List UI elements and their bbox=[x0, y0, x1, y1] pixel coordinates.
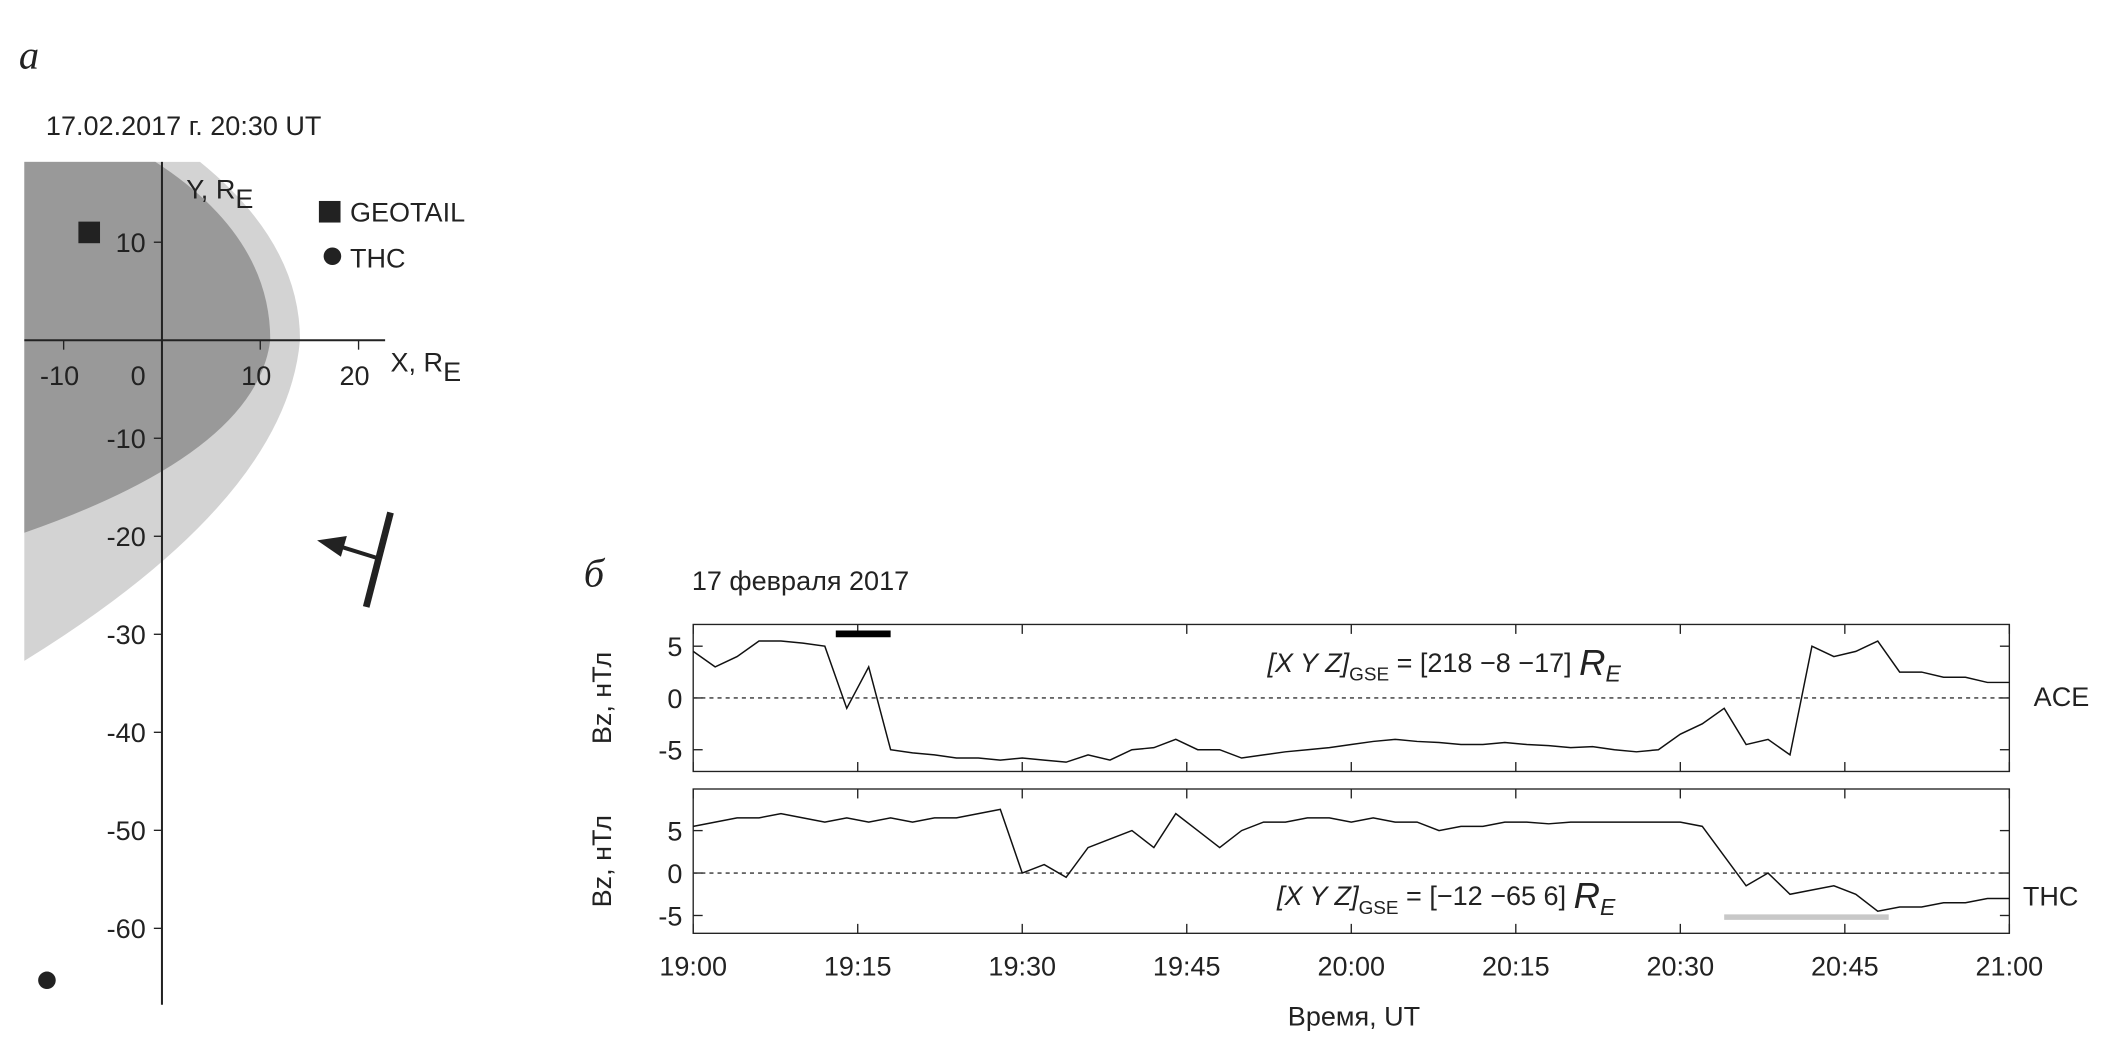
x-tick-label: 19:00 bbox=[659, 952, 727, 982]
y-axis-label-text: Y, R bbox=[186, 175, 235, 205]
annotation-unit-sub: E bbox=[1600, 894, 1616, 920]
y-tick-label: -40 bbox=[107, 718, 146, 748]
annotation-sub: GSE bbox=[1359, 898, 1399, 919]
y-tick-label: 5 bbox=[667, 632, 682, 662]
annotation: [X Y Z]GSE = [218 −8 −17] RE bbox=[1267, 642, 1622, 687]
plot-frame bbox=[692, 788, 2011, 934]
x-tick-label: 20:30 bbox=[1646, 952, 1714, 982]
x-tick-label: 20:45 bbox=[1811, 952, 1879, 982]
series-label: ACE bbox=[2034, 682, 2090, 712]
y-tick-label: -30 bbox=[107, 620, 146, 650]
legend-label: GEOTAIL bbox=[350, 198, 465, 228]
annotation-part: [X Y Z] bbox=[1267, 648, 1351, 678]
x-tick-label: 20 bbox=[339, 361, 369, 391]
annotation-unit: R bbox=[1579, 642, 1605, 683]
point bbox=[78, 221, 101, 244]
y-tick-label: 5 bbox=[667, 816, 682, 846]
y-axis-label-sub: E bbox=[235, 184, 253, 214]
data-line bbox=[692, 640, 2010, 763]
y-tick-label: -60 bbox=[107, 914, 146, 944]
x-tick-label: 20:00 bbox=[1317, 952, 1385, 982]
title: 17.02.2017 г. 20:30 UT bbox=[46, 111, 322, 141]
legend-swatch bbox=[318, 200, 341, 223]
x-tick-label: 19:15 bbox=[824, 952, 892, 982]
annotation-unit-sub: E bbox=[1606, 661, 1622, 687]
y-tick-label: -20 bbox=[107, 522, 146, 552]
x-tick-label: 20:15 bbox=[1482, 952, 1550, 982]
x-tick-label: 10 bbox=[241, 361, 271, 391]
y-tick-label: -10 bbox=[107, 424, 146, 454]
y-tick-label: 0 bbox=[667, 684, 682, 714]
y-tick-label: -50 bbox=[107, 816, 146, 846]
title: 17 февраля 2017 bbox=[692, 566, 909, 596]
annotation: [X Y Z]GSE = [−12 −65 6] RE bbox=[1276, 875, 1616, 920]
x-axis-label: X, RE bbox=[391, 348, 462, 387]
y-tick-label: -5 bbox=[658, 901, 682, 931]
x-tick-label: 0 bbox=[131, 361, 146, 391]
x-axis-label-sub: E bbox=[443, 357, 461, 387]
series-label: THC bbox=[2023, 881, 2079, 911]
y-tick-label: 10 bbox=[116, 228, 146, 258]
annotation-part: = [−12 −65 6] bbox=[1399, 881, 1574, 911]
magnetosphere-region bbox=[24, 161, 271, 533]
annotation-part: [X Y Z] bbox=[1276, 881, 1360, 911]
y-tick-label: -5 bbox=[658, 736, 682, 766]
y-axis-label: Y, RE bbox=[186, 175, 253, 214]
x-axis-label: Время, UT bbox=[1288, 1001, 1420, 1031]
x-tick-label: 21:00 bbox=[1976, 952, 2044, 982]
panel-label: а bbox=[19, 33, 39, 78]
x-tick-label: -10 bbox=[40, 361, 79, 391]
wind-flag bbox=[317, 511, 394, 608]
x-axis-label-text: X, R bbox=[391, 348, 444, 378]
y-axis-label: Bz, нТл bbox=[587, 652, 617, 744]
annotation-part: = [218 −8 −17] bbox=[1389, 648, 1579, 678]
annotation-sub: GSE bbox=[1349, 665, 1389, 686]
y-axis-label: Bz, нТл bbox=[587, 815, 617, 907]
y-tick-label: 0 bbox=[667, 859, 682, 889]
point bbox=[38, 971, 56, 990]
legend-label: THC bbox=[350, 243, 406, 273]
x-tick-label: 19:45 bbox=[1153, 952, 1221, 982]
panel-label: б bbox=[584, 551, 606, 596]
x-tick-label: 19:30 bbox=[988, 952, 1056, 982]
data-line bbox=[693, 808, 2010, 913]
legend-swatch bbox=[323, 247, 342, 266]
annotation-unit: R bbox=[1574, 875, 1600, 916]
